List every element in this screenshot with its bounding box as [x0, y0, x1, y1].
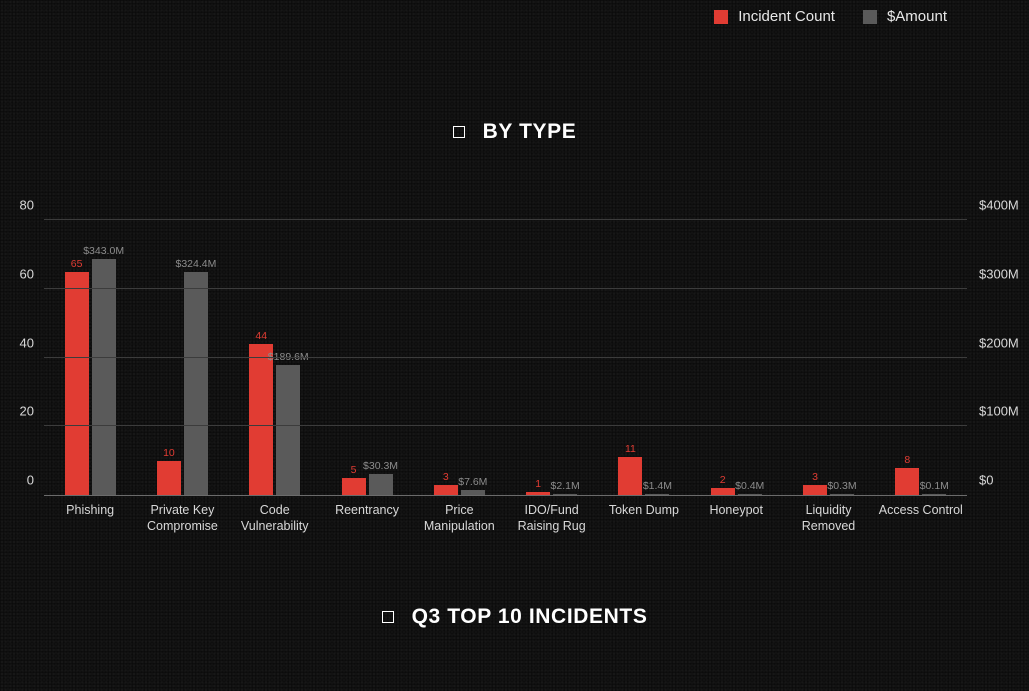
bar-group: 2$0.4MHoneypot: [690, 488, 782, 495]
amount-bar: $324.4M: [184, 272, 208, 495]
gridline: [44, 219, 967, 220]
category-label: Phishing: [44, 495, 136, 519]
incident-bar-value: 10: [163, 447, 175, 459]
incident-bar-value: 8: [904, 454, 910, 466]
incident-bar: 3: [803, 485, 827, 495]
yaxis-left-tick: 60: [20, 266, 44, 281]
incident-bar: 44: [249, 344, 273, 495]
bar-group: 65$343.0MPhishing: [44, 259, 136, 495]
bars-track: 65$343.0MPhishing10$324.4MPrivate Key Co…: [44, 220, 967, 495]
amount-bar-value: $0.3M: [827, 480, 856, 492]
yaxis-left-tick: 40: [20, 335, 44, 350]
amount-bar: $343.0M: [92, 259, 116, 495]
chart-plot-area: 65$343.0MPhishing10$324.4MPrivate Key Co…: [44, 220, 967, 496]
bar-group: 8$0.1MAccess Control: [875, 468, 967, 496]
incident-bar: 3: [434, 485, 458, 495]
amount-bar-value: $0.4M: [735, 480, 764, 492]
amount-bar-value: $0.1M: [920, 480, 949, 492]
amount-bar-value: $1.4M: [643, 480, 672, 492]
yaxis-right-tick: $300M: [967, 266, 1019, 281]
category-label: Token Dump: [598, 495, 690, 519]
incident-bar: 5: [342, 478, 366, 495]
incident-bar-value: 3: [443, 471, 449, 483]
incident-bar-value: 11: [625, 443, 636, 455]
yaxis-right-tick: $400M: [967, 198, 1019, 213]
chart-title: BY TYPE: [483, 120, 577, 144]
footer-title: Q3 TOP 10 INCIDENTS: [412, 605, 648, 629]
legend-swatch-amount: [863, 10, 877, 24]
bar-group: 3$0.3MLiquidity Removed: [782, 485, 874, 495]
legend-swatch-incident: [714, 10, 728, 24]
incident-bar: 11: [618, 457, 642, 495]
amount-bar-value: $343.0M: [83, 245, 124, 257]
footer-title-row: Q3 TOP 10 INCIDENTS: [0, 605, 1029, 629]
category-label: Reentrancy: [321, 495, 413, 519]
category-label: IDO/Fund Raising Rug: [506, 495, 598, 534]
amount-bar-value: $2.1M: [551, 480, 580, 492]
chart-canvas: Incident Count $Amount BY TYPE 65$343.0M…: [0, 0, 1029, 691]
bar-group: 11$1.4MToken Dump: [598, 457, 690, 495]
gridline: [44, 425, 967, 426]
incident-bar: 10: [157, 461, 181, 495]
legend-item-amount: $Amount: [863, 8, 947, 25]
amount-bar: $30.3M: [369, 474, 393, 495]
yaxis-right-tick: $100M: [967, 404, 1019, 419]
amount-bar-value: $7.6M: [458, 476, 487, 488]
legend-label-incident: Incident Count: [738, 8, 835, 25]
yaxis-left-tick: 20: [20, 404, 44, 419]
category-label: Liquidity Removed: [783, 495, 875, 534]
category-label: Access Control: [875, 495, 967, 519]
category-label: Price Manipulation: [413, 495, 505, 534]
incident-bar-value: 5: [351, 464, 357, 476]
bar-group: 10$324.4MPrivate Key Compromise: [136, 272, 228, 495]
title-marker-icon: [382, 611, 394, 623]
yaxis-right-tick: $0: [967, 473, 993, 488]
incident-bar: 8: [895, 468, 919, 496]
bar-group: 1$2.1MIDO/Fund Raising Rug: [505, 492, 597, 495]
title-marker-icon: [453, 126, 465, 138]
yaxis-left-tick: 80: [20, 198, 44, 213]
gridline: [44, 357, 967, 358]
incident-bar-value: 2: [720, 474, 726, 486]
incident-bar-value: 3: [812, 471, 818, 483]
legend-item-incident: Incident Count: [714, 8, 835, 25]
incident-bar-value: 1: [535, 478, 541, 490]
incident-bar-value: 65: [71, 258, 83, 270]
amount-bar-value: $324.4M: [176, 258, 217, 270]
yaxis-left-tick: 0: [27, 473, 44, 488]
legend-label-amount: $Amount: [887, 8, 947, 25]
bar-group: 44$189.6MCode Vulnerability: [229, 344, 321, 495]
gridline: [44, 288, 967, 289]
legend: Incident Count $Amount: [714, 8, 947, 25]
category-label: Code Vulnerability: [229, 495, 321, 534]
yaxis-right-tick: $200M: [967, 335, 1019, 350]
incident-bar-value: 44: [255, 330, 267, 342]
bar-group: 5$30.3MReentrancy: [321, 474, 413, 495]
amount-bar: $189.6M: [276, 365, 300, 495]
incident-bar: 65: [65, 272, 89, 495]
category-label: Honeypot: [690, 495, 782, 519]
incident-bar: 2: [711, 488, 735, 495]
bar-group: 3$7.6MPrice Manipulation: [413, 485, 505, 495]
chart-title-row: BY TYPE: [0, 120, 1029, 144]
category-label: Private Key Compromise: [136, 495, 228, 534]
amount-bar-value: $30.3M: [363, 460, 398, 472]
